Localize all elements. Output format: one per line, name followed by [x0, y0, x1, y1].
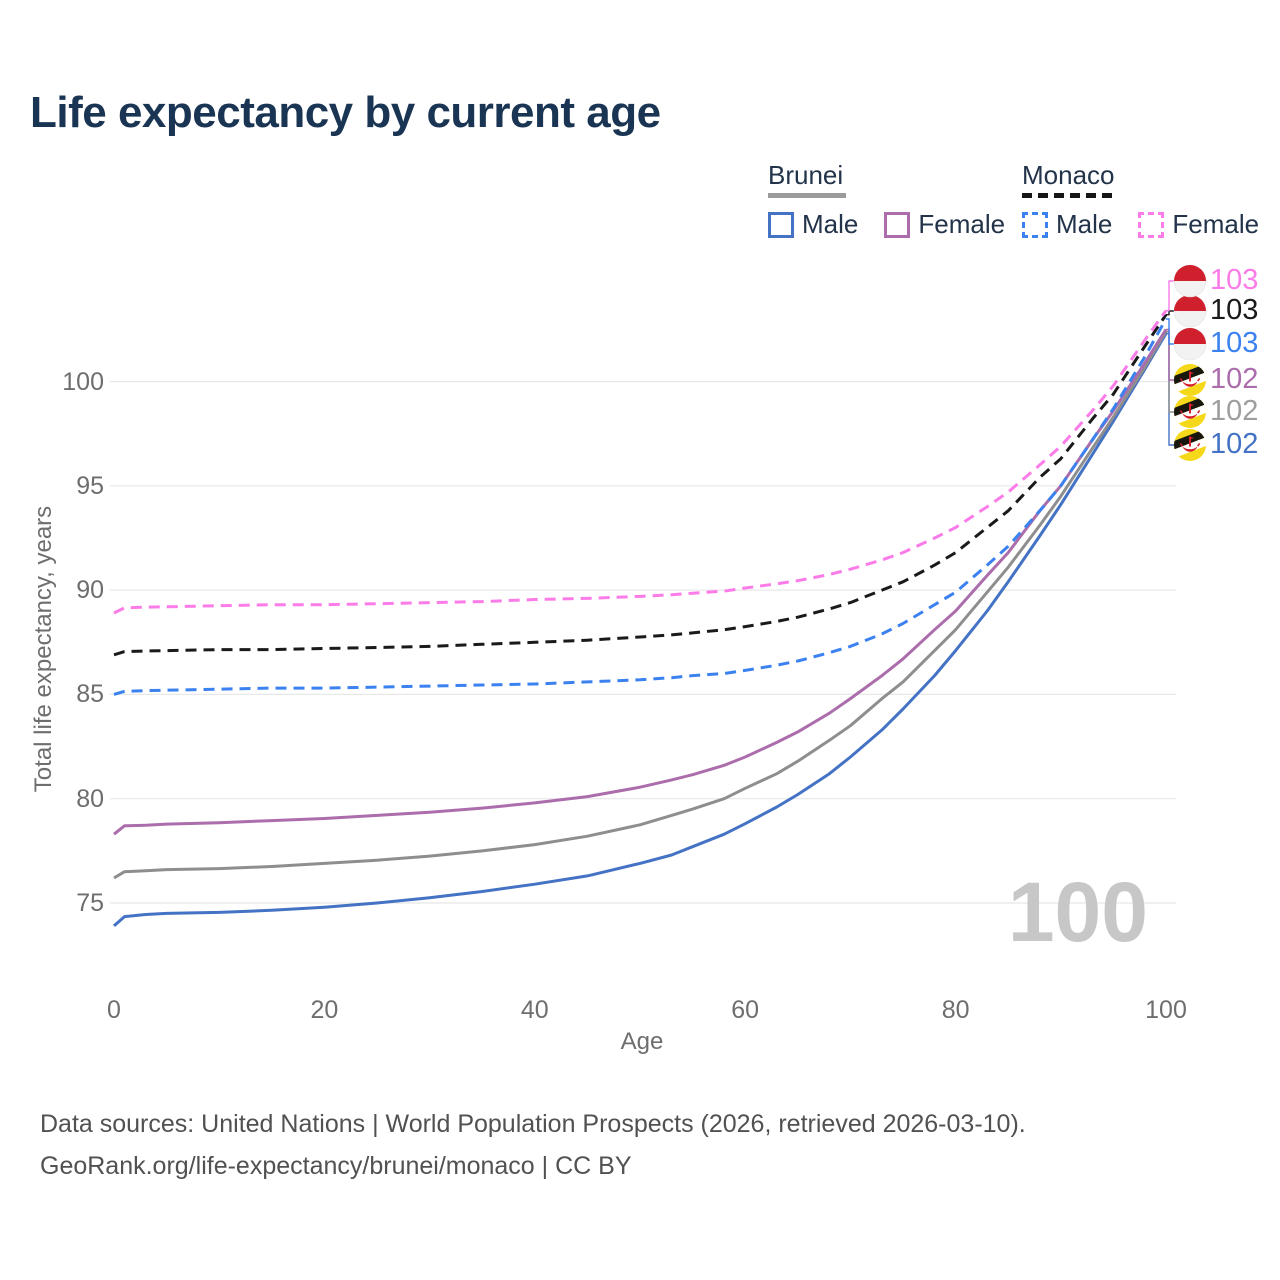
- y-tick-label-75: 75: [76, 889, 104, 917]
- leader-line: [1166, 328, 1174, 381]
- brunei-female-swatch[interactable]: [884, 211, 911, 238]
- brunei-male-swatch[interactable]: [768, 211, 794, 238]
- brunei-line-style-swatch: [768, 193, 846, 198]
- x-tick-label-20: 20: [310, 996, 339, 1024]
- end-value-monaco-male: 103: [1210, 327, 1259, 359]
- legend-item-monaco-female[interactable]: Female: [1172, 209, 1260, 239]
- brunei-flag-icon: [1174, 429, 1206, 461]
- y-tick-label-85: 85: [76, 680, 104, 709]
- x-tick-label-60: 60: [731, 996, 760, 1024]
- series-line-monaco-male: [113, 318, 1168, 696]
- end-value-monaco: 103: [1210, 294, 1259, 326]
- legend-country-monaco: Monaco: [1022, 160, 1115, 190]
- monaco-female-swatch[interactable]: [1138, 211, 1165, 238]
- y-tick-label-100: 100: [62, 367, 104, 396]
- series-line-monaco-female: [113, 309, 1168, 615]
- series-line-brunei: [113, 330, 1168, 880]
- end-value-brunei-male: 102: [1210, 428, 1259, 460]
- leader-line: [1166, 310, 1174, 316]
- leader-line: [1166, 332, 1174, 446]
- y-tick-label-80: 80: [76, 784, 104, 813]
- page-title: Life expectancy by current age: [30, 88, 661, 137]
- leader-line: [1166, 318, 1174, 345]
- end-value-brunei-female: 102: [1210, 363, 1259, 395]
- end-value-monaco-female: 103: [1210, 264, 1259, 296]
- monaco-flag-icon: [1173, 294, 1207, 328]
- legend-group-brunei: Brunei Male Female: [768, 160, 1023, 240]
- y-axis-title: Total life expectancy, years: [30, 505, 57, 793]
- legend-item-monaco-male[interactable]: Male: [1056, 209, 1113, 239]
- footer-url[interactable]: GeoRank.org/life-expectancy/brunei/monac…: [40, 1152, 632, 1180]
- series-line-brunei-male: [113, 332, 1168, 928]
- age-watermark: 100: [1008, 865, 1148, 959]
- brunei-flag-icon: [1174, 396, 1206, 428]
- x-tick-label-80: 80: [941, 996, 970, 1024]
- x-tick-label-0: 0: [107, 996, 121, 1024]
- y-tick-label-95: 95: [76, 471, 104, 500]
- footer-data-sources: Data sources: United Nations | World Pop…: [40, 1110, 1026, 1138]
- series-line-monaco: [113, 313, 1168, 657]
- x-tick-label-40: 40: [520, 996, 549, 1024]
- x-tick-label-100: 100: [1145, 996, 1187, 1024]
- end-value-brunei: 102: [1210, 395, 1259, 427]
- brunei-flag-icon: [1174, 364, 1206, 396]
- legend-item-brunei-female[interactable]: Female: [918, 209, 1006, 239]
- footer-attribution: Data sources: United Nations | World Pop…: [40, 1103, 1026, 1187]
- leader-line: [1166, 280, 1174, 312]
- y-tick-label-90: 90: [76, 576, 104, 605]
- monaco-flag-icon: [1173, 264, 1207, 298]
- monaco-male-swatch[interactable]: [1022, 211, 1048, 238]
- legend-country-brunei: Brunei: [768, 160, 844, 190]
- monaco-flag-icon: [1173, 327, 1207, 361]
- legend-group-monaco: Monaco Male Female: [1022, 160, 1277, 240]
- x-axis-title: Age: [620, 1028, 664, 1055]
- monaco-line-style-swatch: [1022, 193, 1114, 198]
- legend-item-brunei-male[interactable]: Male: [802, 209, 859, 239]
